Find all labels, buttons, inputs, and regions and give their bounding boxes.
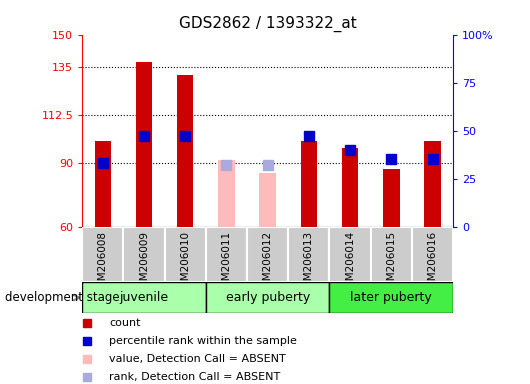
Text: GSM206016: GSM206016	[428, 231, 438, 294]
Text: value, Detection Call = ABSENT: value, Detection Call = ABSENT	[109, 354, 286, 364]
Bar	[301, 141, 317, 227]
Bar	[330, 282, 453, 313]
Text: early puberty: early puberty	[226, 291, 310, 304]
Text: GSM206009: GSM206009	[139, 231, 149, 294]
Bar	[412, 227, 453, 282]
Text: later puberty: later puberty	[350, 291, 432, 304]
Bar	[82, 227, 123, 282]
Bar	[330, 227, 370, 282]
Bar	[94, 141, 111, 227]
Text: GSM206010: GSM206010	[180, 231, 190, 294]
Bar	[247, 227, 288, 282]
Bar	[383, 169, 400, 227]
Text: GSM206013: GSM206013	[304, 231, 314, 294]
Title: GDS2862 / 1393322_at: GDS2862 / 1393322_at	[179, 16, 357, 32]
Text: percentile rank within the sample: percentile rank within the sample	[109, 336, 297, 346]
Bar	[370, 227, 412, 282]
Text: GSM206015: GSM206015	[386, 231, 396, 294]
Bar	[165, 227, 206, 282]
Bar	[177, 75, 193, 227]
Text: GSM206014: GSM206014	[345, 231, 355, 294]
Text: juvenile: juvenile	[119, 291, 169, 304]
Text: development stage: development stage	[5, 291, 120, 304]
Text: GSM206008: GSM206008	[98, 231, 108, 294]
Bar	[342, 147, 358, 227]
Bar	[218, 161, 235, 227]
Bar	[123, 227, 165, 282]
Bar	[206, 227, 247, 282]
Bar	[206, 282, 330, 313]
Bar	[136, 62, 152, 227]
Bar	[288, 227, 330, 282]
Text: GSM206011: GSM206011	[222, 231, 232, 294]
Bar	[259, 173, 276, 227]
Bar	[82, 282, 206, 313]
Bar	[425, 141, 441, 227]
Text: count: count	[109, 318, 140, 328]
Text: GSM206012: GSM206012	[263, 231, 272, 294]
Text: rank, Detection Call = ABSENT: rank, Detection Call = ABSENT	[109, 372, 280, 382]
